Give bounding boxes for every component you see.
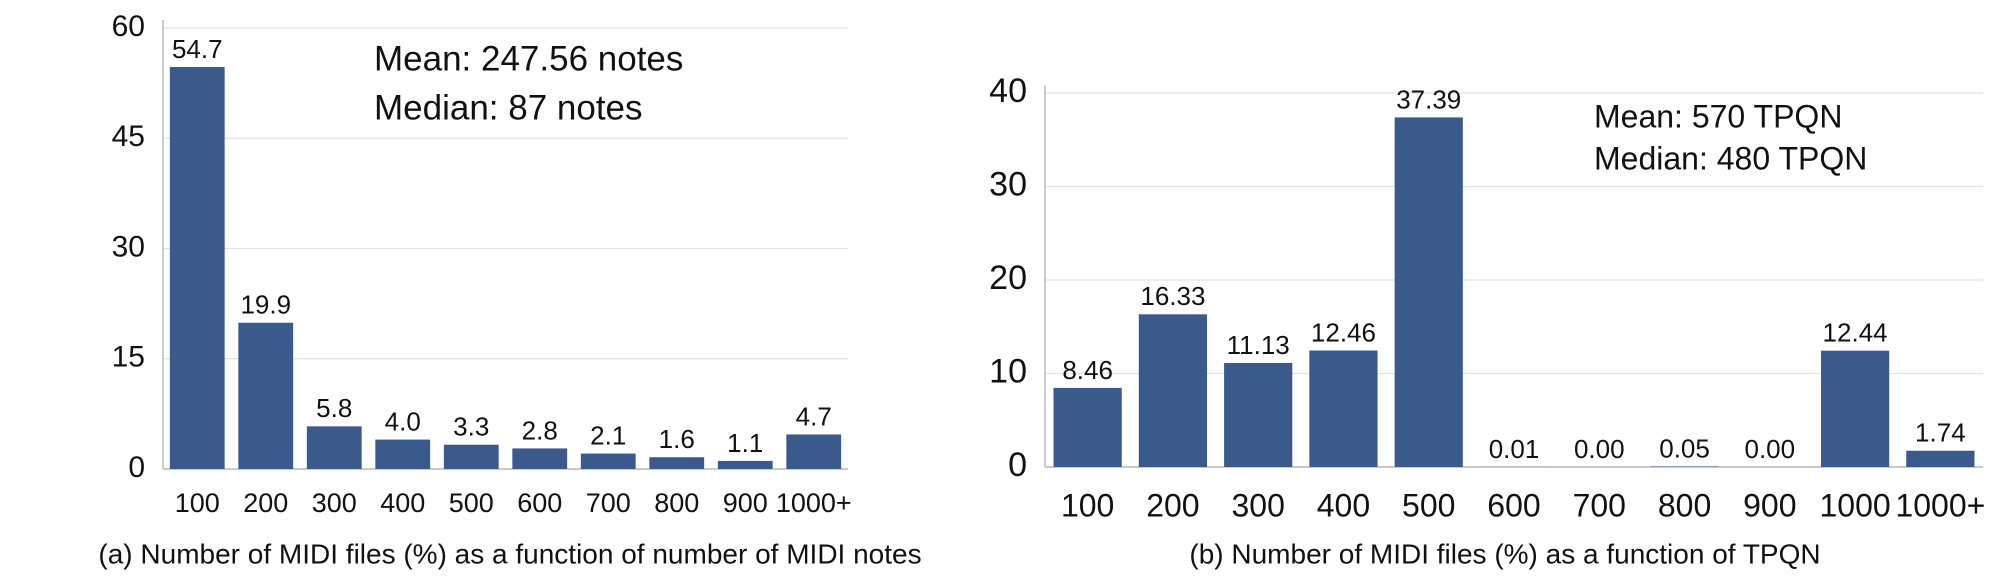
bar <box>443 444 499 469</box>
value-label: 0.01 <box>1489 434 1540 464</box>
value-label: 0.00 <box>1574 434 1625 464</box>
y-tick-label: 20 <box>989 259 1027 297</box>
x-tick-label: 500 <box>1402 487 1455 523</box>
x-tick-label: 600 <box>1487 487 1540 523</box>
annotation: Mean: 247.56 notes <box>374 39 683 78</box>
x-tick-label: 500 <box>449 488 494 518</box>
annotation: Median: 480 TPQN <box>1594 140 1867 176</box>
bar <box>1394 117 1463 467</box>
bar <box>375 439 431 469</box>
value-label: 8.46 <box>1062 355 1113 385</box>
y-tick-label: 0 <box>128 451 145 484</box>
x-tick-label: 400 <box>1317 487 1370 523</box>
value-label: 16.33 <box>1140 281 1205 311</box>
x-tick-label: 700 <box>1573 487 1626 523</box>
x-tick-label: 300 <box>312 488 357 518</box>
x-tick-label: 900 <box>1743 487 1796 523</box>
value-label: 1.6 <box>659 424 695 454</box>
x-tick-label: 800 <box>654 488 699 518</box>
value-label: 4.0 <box>385 406 421 436</box>
bar <box>717 460 773 469</box>
y-tick-label: 30 <box>989 165 1027 203</box>
y-tick-label: 0 <box>1008 446 1027 484</box>
x-tick-label: 200 <box>1146 487 1199 523</box>
x-tick-label: 1000 <box>1819 487 1890 523</box>
bar <box>786 434 842 469</box>
x-tick-label: 700 <box>586 488 631 518</box>
value-label: 3.3 <box>453 412 489 442</box>
x-axis-label: (b) Number of MIDI files (%) as a functi… <box>1189 538 1820 569</box>
y-tick-label: 10 <box>989 352 1027 390</box>
x-axis-label: (a) Number of MIDI files (%) as a functi… <box>98 538 921 569</box>
annotation: Median: 87 notes <box>374 88 643 127</box>
x-tick-label: 400 <box>380 488 425 518</box>
value-label: 12.46 <box>1311 317 1376 347</box>
annotation: Mean: 570 TPQN <box>1594 98 1842 134</box>
x-tick-label: 600 <box>517 488 562 518</box>
value-label: 19.9 <box>240 290 291 320</box>
value-label: 2.1 <box>590 420 626 450</box>
bar <box>1820 350 1890 467</box>
y-tick-label: 60 <box>112 10 145 43</box>
bar <box>306 426 362 469</box>
bar <box>1138 314 1208 467</box>
bar <box>580 453 636 469</box>
bar <box>1224 362 1293 467</box>
bar <box>1053 387 1122 467</box>
x-tick-label: 1000+ <box>1895 487 1985 523</box>
value-label: 12.44 <box>1823 318 1888 348</box>
value-label: 2.8 <box>522 415 558 445</box>
y-tick-label: 15 <box>112 341 145 374</box>
value-label: 5.8 <box>316 393 352 423</box>
bar <box>1309 350 1378 467</box>
x-tick-label: 200 <box>243 488 288 518</box>
value-label: 37.39 <box>1396 84 1461 114</box>
y-tick-label: 45 <box>112 120 145 153</box>
bar <box>238 322 294 469</box>
bar <box>1906 450 1975 467</box>
x-tick-label: 100 <box>175 488 220 518</box>
value-label: 54.7 <box>172 34 223 64</box>
value-label: 0.05 <box>1659 433 1710 463</box>
value-label: 11.13 <box>1227 330 1290 360</box>
value-label: 1.1 <box>727 428 763 458</box>
x-tick-label: 800 <box>1658 487 1711 523</box>
x-tick-label: 900 <box>723 488 768 518</box>
x-tick-label: 1000+ <box>776 488 852 518</box>
value-label: 1.74 <box>1915 418 1966 448</box>
bar <box>169 66 225 469</box>
value-label: 0.00 <box>1745 434 1796 464</box>
y-tick-label: 40 <box>989 72 1027 110</box>
bar <box>512 448 568 469</box>
x-tick-label: 100 <box>1061 487 1114 523</box>
bar <box>649 457 705 469</box>
x-tick-label: 300 <box>1231 487 1284 523</box>
y-tick-label: 30 <box>112 230 145 263</box>
value-label: 4.7 <box>796 401 832 431</box>
